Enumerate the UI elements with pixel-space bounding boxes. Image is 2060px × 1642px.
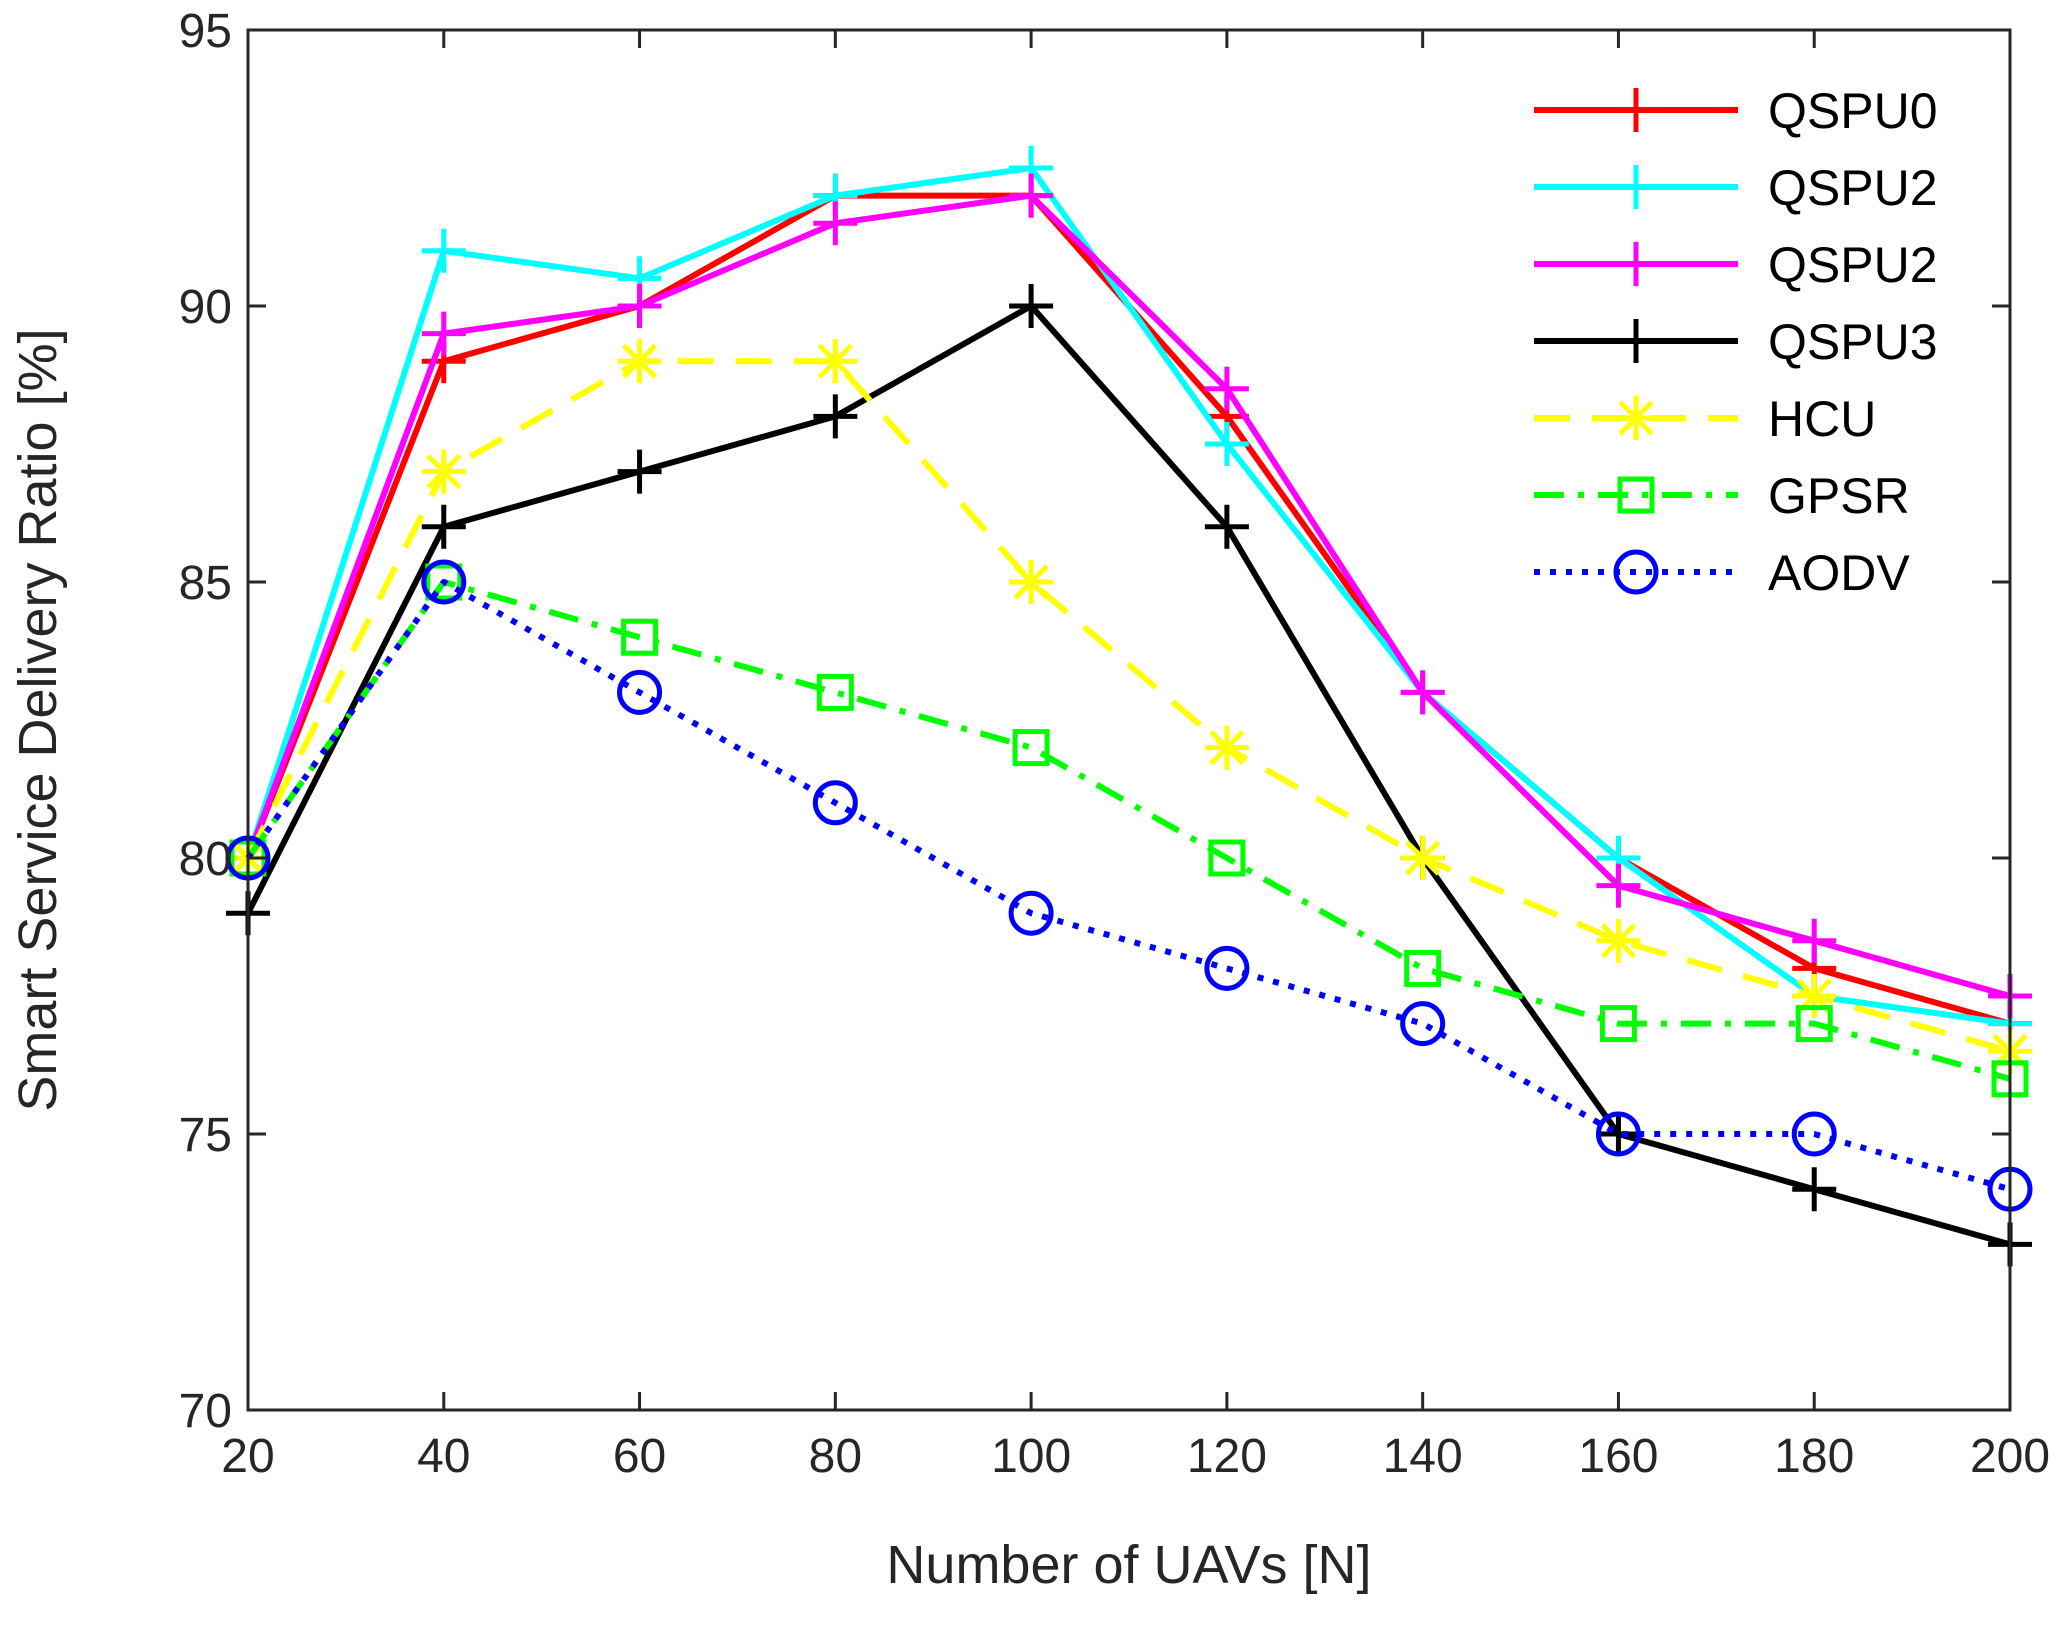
legend-entry: QSPU2 <box>1534 160 1938 216</box>
x-tick-label: 60 <box>613 1430 666 1483</box>
data-point-marker <box>426 453 462 490</box>
y-tick-label: 70 <box>179 1385 232 1438</box>
data-point-marker <box>1795 1005 1833 1043</box>
x-tick-label: 80 <box>809 1430 862 1483</box>
y-tick-label: 95 <box>179 5 232 58</box>
axes-layer: 20 40 60 80 100 120 140 160 180 200 70 75 80 85 90 95 <box>179 5 2050 1483</box>
y-axis-title: Smart Service Delivery Ratio [%] <box>8 328 68 1111</box>
data-point-marker <box>1209 729 1245 766</box>
legend-entry: HCU <box>1534 391 1876 447</box>
x-tick-label: 100 <box>991 1430 1071 1483</box>
legend-entry: QSPU0 <box>1534 83 1938 139</box>
y-tick-label: 90 <box>179 281 232 334</box>
data-point-marker <box>425 563 463 601</box>
data-point-marker <box>621 343 658 379</box>
legend-entry: QSPU3 <box>1534 314 1938 370</box>
x-axis-title: Number of UAVs [N] <box>886 1535 1371 1595</box>
legend: QSPU0 QSPU2 QSPU2 QSPU3 HCU GPSR AODV <box>1534 83 1938 601</box>
x-tick-label: 200 <box>1970 1430 2050 1483</box>
series-line <box>245 358 2011 1055</box>
legend-entry: GPSR <box>1534 468 1910 524</box>
y-tick-label: 80 <box>179 833 232 886</box>
data-point-marker <box>621 618 659 656</box>
x-tick-label: 140 <box>1383 1430 1463 1483</box>
y-tick-label: 85 <box>179 557 232 610</box>
plot-area <box>248 30 2010 1410</box>
series-line <box>245 303 2011 1248</box>
legend-marker <box>1617 476 1655 514</box>
legend-label: AODV <box>1768 545 1910 601</box>
data-point-marker <box>812 780 858 826</box>
data-point-marker <box>1791 1111 1837 1157</box>
data-point-marker <box>1405 840 1441 876</box>
data-point-marker <box>1400 1001 1446 1047</box>
data-point-marker <box>1008 890 1054 936</box>
x-tick-label: 20 <box>221 1430 274 1483</box>
legend-label: QSPU2 <box>1768 160 1938 216</box>
data-point-marker <box>1013 564 1049 600</box>
data-point-marker <box>1404 949 1442 987</box>
data-point-marker <box>1600 923 1637 959</box>
data-point-marker <box>817 343 853 379</box>
axes-frame <box>246 28 2012 1412</box>
x-tick-label: 120 <box>1187 1430 1267 1483</box>
series-line <box>245 579 2011 1193</box>
series-line <box>245 192 2011 999</box>
legend-marker <box>1613 549 1659 595</box>
x-tick-label: 160 <box>1578 1430 1658 1483</box>
legend-marker <box>1618 400 1654 436</box>
data-point-marker <box>421 559 467 605</box>
series-line <box>245 165 2011 1027</box>
data-point-marker <box>1595 1111 1641 1157</box>
legend-entry: QSPU2 <box>1534 237 1938 293</box>
legend-entry: AODV <box>1534 545 1910 601</box>
legend-label: HCU <box>1768 391 1876 447</box>
data-point-marker <box>816 673 854 711</box>
legend-label: QSPU3 <box>1768 314 1938 370</box>
data-point-marker <box>1204 945 1250 991</box>
data-point-marker <box>1012 729 1050 767</box>
legend-label: QSPU0 <box>1768 83 1938 139</box>
legend-label: GPSR <box>1768 468 1910 524</box>
legend-label: QSPU2 <box>1768 237 1938 293</box>
data-point-marker <box>1599 1005 1637 1043</box>
x-tick-label: 40 <box>417 1430 470 1483</box>
series-aodv-6 <box>225 559 2033 1212</box>
y-tick-label: 75 <box>179 1109 232 1162</box>
data-point-marker <box>1208 839 1246 877</box>
data-point-marker <box>617 669 663 715</box>
x-tick-label: 180 <box>1774 1430 1854 1483</box>
